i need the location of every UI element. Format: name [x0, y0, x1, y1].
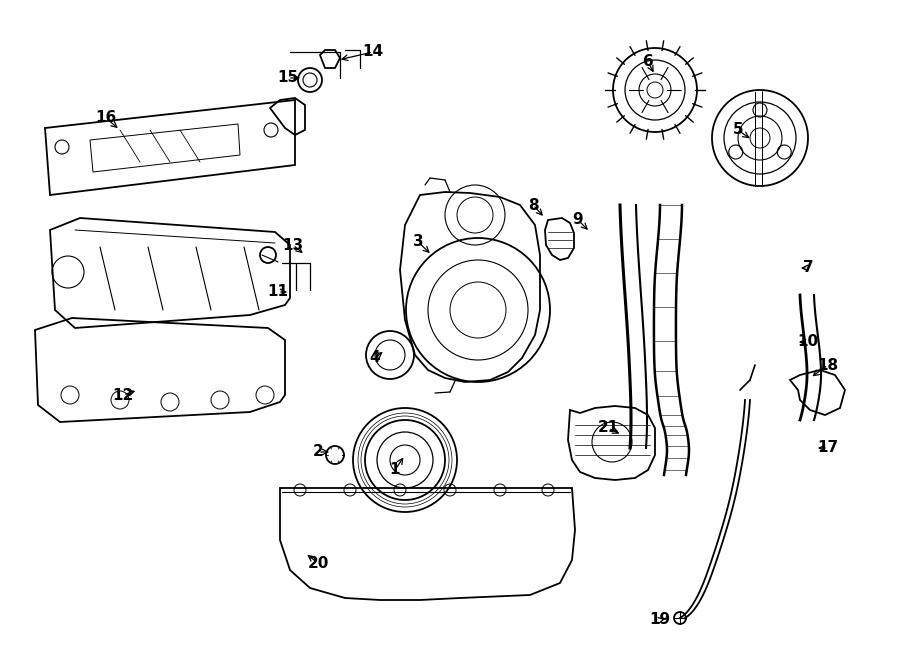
Text: 7: 7 [803, 260, 814, 276]
Text: 10: 10 [797, 334, 819, 350]
Text: 20: 20 [307, 555, 328, 570]
Text: 5: 5 [733, 122, 743, 137]
Text: 17: 17 [817, 440, 839, 455]
Text: 2: 2 [312, 444, 323, 459]
Text: 8: 8 [527, 198, 538, 212]
Text: 4: 4 [370, 350, 381, 366]
Text: 15: 15 [277, 71, 299, 85]
Text: 18: 18 [817, 358, 839, 373]
Text: 21: 21 [598, 420, 618, 436]
Text: 19: 19 [650, 613, 670, 627]
Text: 12: 12 [112, 387, 133, 403]
Text: 6: 6 [643, 54, 653, 69]
Text: 13: 13 [283, 237, 303, 253]
Text: 11: 11 [267, 284, 289, 299]
Text: 1: 1 [390, 463, 400, 477]
Text: 9: 9 [572, 212, 583, 227]
Text: 3: 3 [413, 235, 423, 249]
Text: 16: 16 [95, 110, 117, 126]
Text: 14: 14 [363, 44, 383, 59]
